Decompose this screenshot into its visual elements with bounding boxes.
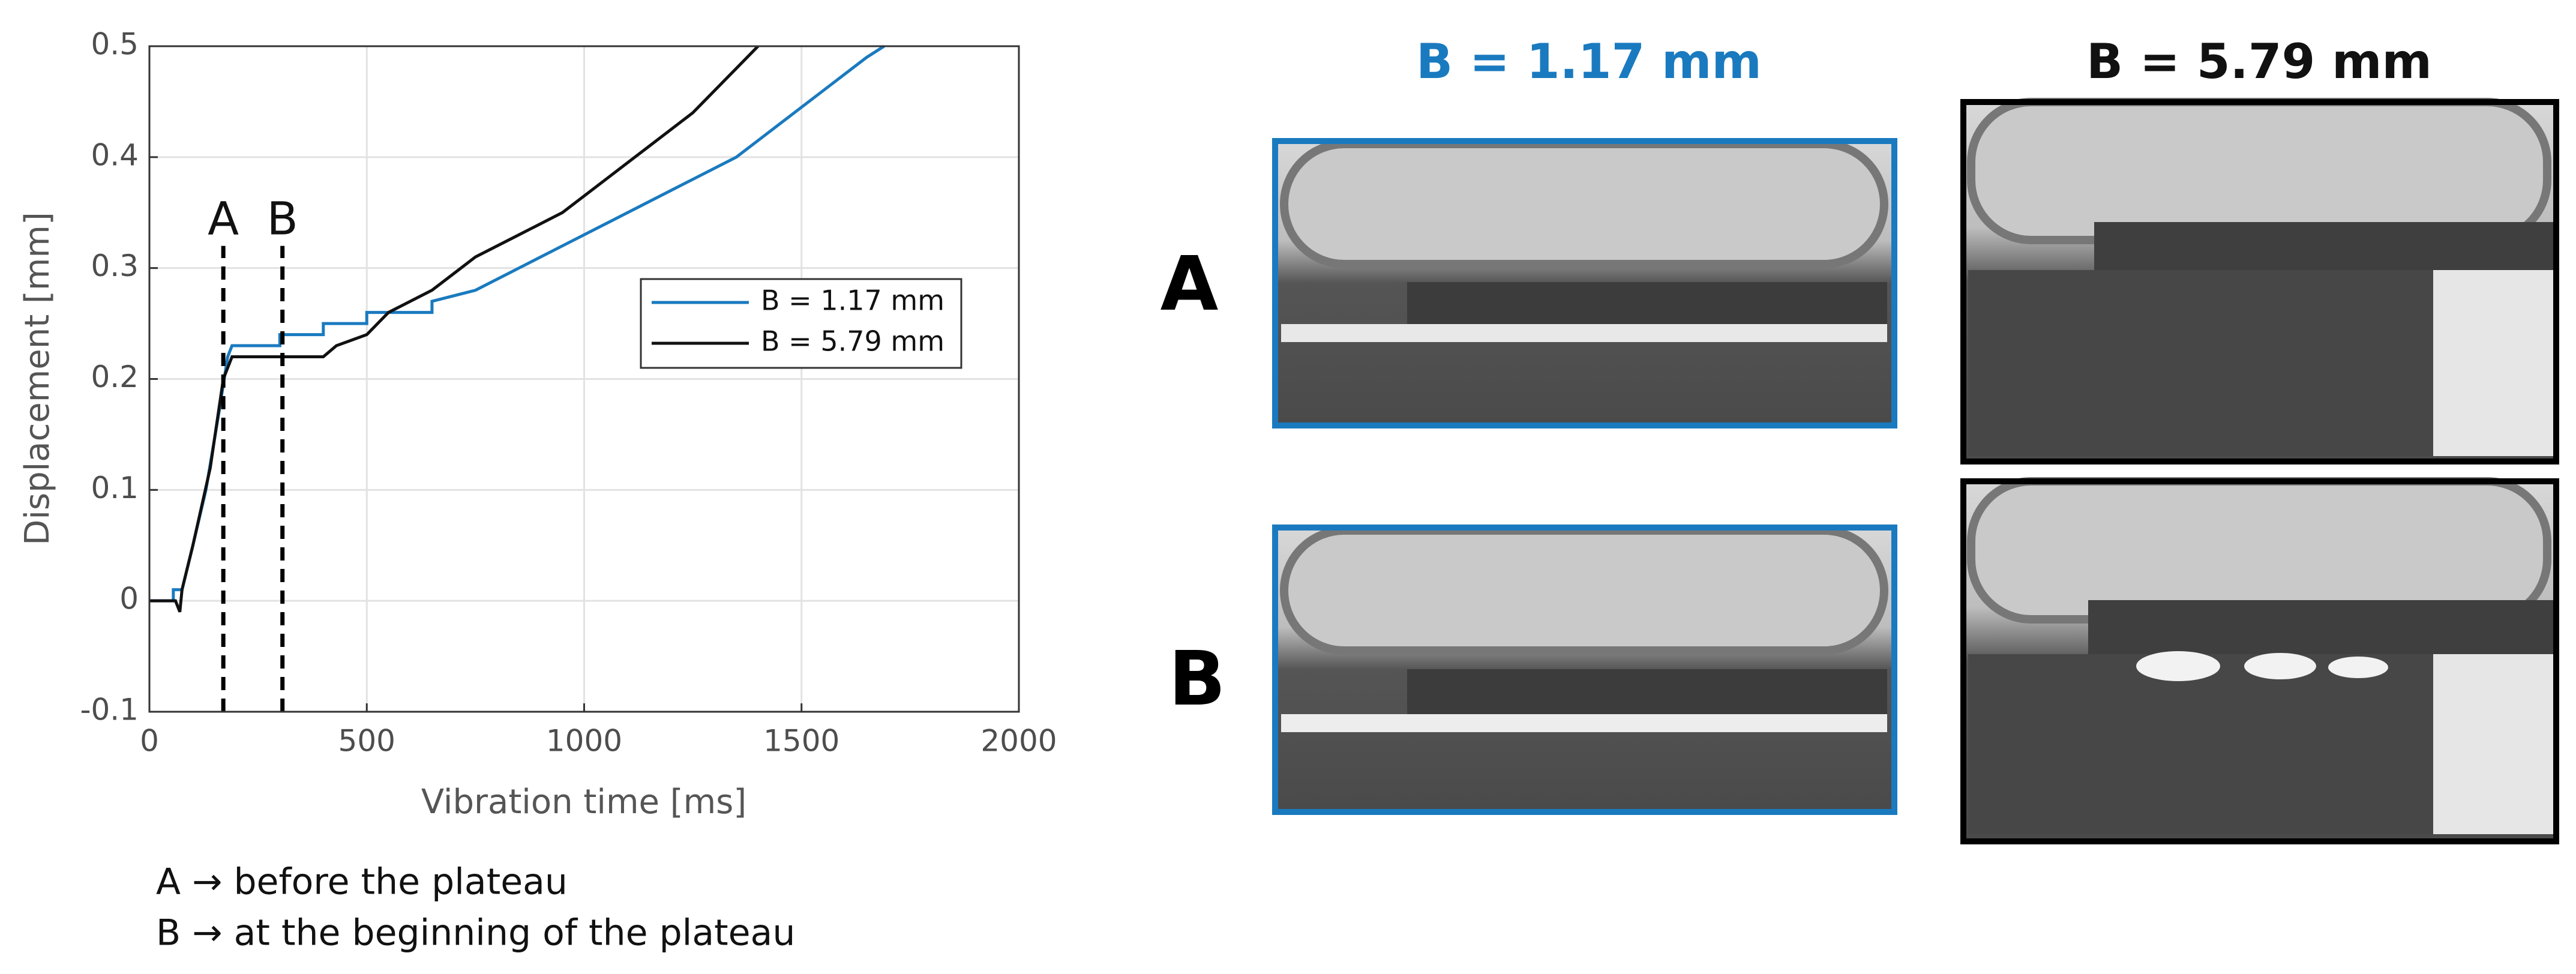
x-tick-label: 0 <box>140 724 159 759</box>
legend-box <box>640 278 962 369</box>
x-tick-label: 1000 <box>546 724 622 759</box>
photo-a-thin <box>1272 138 1897 428</box>
photo-a-thick <box>1960 98 2559 464</box>
caption-line: B → at the beginning of the plateau <box>156 912 795 954</box>
photo-column-title: B = 5.79 mm <box>2086 34 2432 89</box>
y-tick-label: 0 <box>119 582 139 616</box>
photo-row-label: B <box>1168 636 1225 723</box>
photo-row-label: A <box>1160 241 1219 328</box>
photos: B = 1.17 mm B = 5.79 mm A B <box>1160 34 2559 844</box>
x-tick-label: 2000 <box>980 724 1057 759</box>
y-tick-label: 0.1 <box>91 470 139 505</box>
x-tick-label: 1500 <box>763 724 839 759</box>
photo-b-thick <box>1960 477 2559 844</box>
y-tick-label: 0.2 <box>91 359 139 394</box>
x-axis-label: Vibration time [ms] <box>421 783 746 822</box>
photo-b-thin <box>1272 525 1897 815</box>
caption-line: A → before the plateau <box>156 861 568 903</box>
marker-label: B <box>267 192 298 245</box>
y-tick-label: 0.4 <box>91 137 139 172</box>
plot-frame <box>148 45 1020 713</box>
x-tick-label: 500 <box>338 724 395 759</box>
y-tick-label: 0.3 <box>91 248 139 283</box>
data-line <box>149 45 760 613</box>
y-tick-label: -0.1 <box>80 693 139 727</box>
legend-label: B = 5.79 mm <box>761 325 944 358</box>
marker-label: A <box>208 192 239 245</box>
y-tick-label: 0.5 <box>91 27 139 62</box>
y-axis-label: Displacement [mm] <box>18 212 57 546</box>
legend-label: B = 1.17 mm <box>761 284 944 317</box>
photo-column-title: B = 1.17 mm <box>1416 34 1762 89</box>
